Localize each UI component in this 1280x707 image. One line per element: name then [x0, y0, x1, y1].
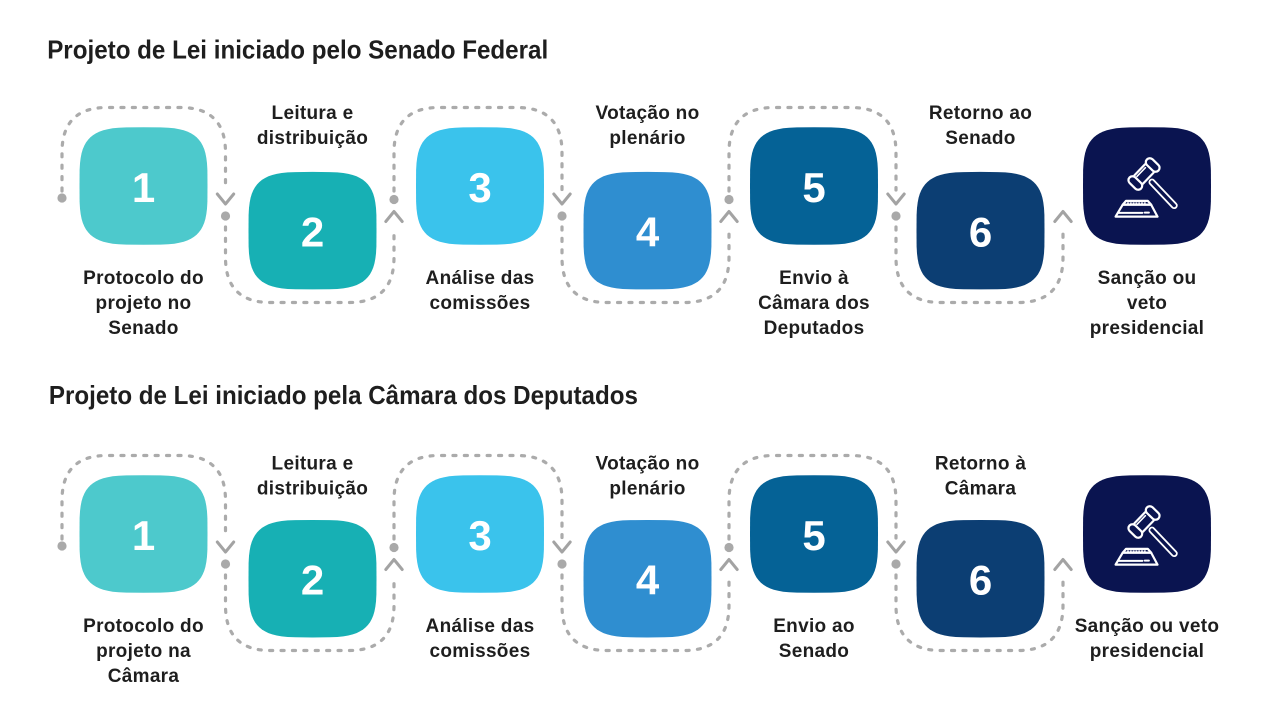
svg-text:Análise das: Análise das — [426, 268, 535, 289]
svg-text:veto: veto — [1127, 293, 1167, 314]
svg-text:1: 1 — [132, 164, 155, 211]
svg-text:Deputados: Deputados — [764, 318, 865, 339]
svg-text:presidencial: presidencial — [1090, 318, 1204, 339]
svg-text:Senado: Senado — [108, 318, 178, 339]
svg-text:Protocolo do: Protocolo do — [83, 268, 204, 289]
svg-text:Câmara: Câmara — [108, 666, 180, 687]
svg-text:projeto no: projeto no — [96, 293, 192, 314]
svg-text:Envio à: Envio à — [779, 268, 849, 289]
svg-text:5: 5 — [802, 164, 825, 211]
svg-text:Câmara dos: Câmara dos — [758, 293, 870, 314]
svg-text:Sanção ou veto: Sanção ou veto — [1075, 616, 1220, 637]
svg-text:2: 2 — [301, 557, 324, 604]
svg-text:Protocolo do: Protocolo do — [83, 616, 204, 637]
svg-text:4: 4 — [636, 209, 660, 256]
svg-text:distribuição: distribuição — [257, 479, 368, 500]
svg-text:Envio ao: Envio ao — [773, 616, 855, 637]
svg-text:1: 1 — [132, 512, 155, 559]
svg-text:6: 6 — [969, 557, 992, 604]
svg-text:Senado: Senado — [779, 641, 849, 662]
svg-text:Leitura e: Leitura e — [272, 454, 354, 475]
svg-text:Votação no: Votação no — [596, 103, 700, 124]
svg-text:plenário: plenário — [609, 479, 685, 500]
svg-text:plenário: plenário — [609, 128, 685, 149]
svg-text:3: 3 — [468, 512, 491, 559]
svg-text:Senado: Senado — [945, 128, 1015, 149]
svg-text:Projeto de Lei iniciado pela C: Projeto de Lei iniciado pela Câmara dos … — [49, 380, 638, 410]
svg-text:5: 5 — [802, 512, 825, 559]
svg-text:Retorno à: Retorno à — [935, 454, 1027, 475]
svg-text:projeto na: projeto na — [96, 641, 191, 662]
svg-text:Leitura e: Leitura e — [272, 103, 354, 124]
svg-text:Análise das: Análise das — [426, 616, 535, 637]
svg-text:comissões: comissões — [430, 641, 531, 662]
svg-text:Votação no: Votação no — [596, 454, 700, 475]
svg-text:Câmara: Câmara — [945, 479, 1017, 500]
svg-text:Retorno ao: Retorno ao — [929, 103, 1032, 124]
svg-text:6: 6 — [969, 209, 992, 256]
svg-text:2: 2 — [301, 209, 324, 256]
svg-text:3: 3 — [468, 164, 491, 211]
svg-text:comissões: comissões — [430, 293, 531, 314]
svg-text:presidencial: presidencial — [1090, 641, 1204, 662]
svg-text:Sanção ou: Sanção ou — [1098, 268, 1197, 289]
svg-text:Projeto de Lei iniciado pelo S: Projeto de Lei iniciado pelo Senado Fede… — [47, 35, 548, 65]
svg-text:4: 4 — [636, 557, 660, 604]
svg-text:distribuição: distribuição — [257, 128, 368, 149]
